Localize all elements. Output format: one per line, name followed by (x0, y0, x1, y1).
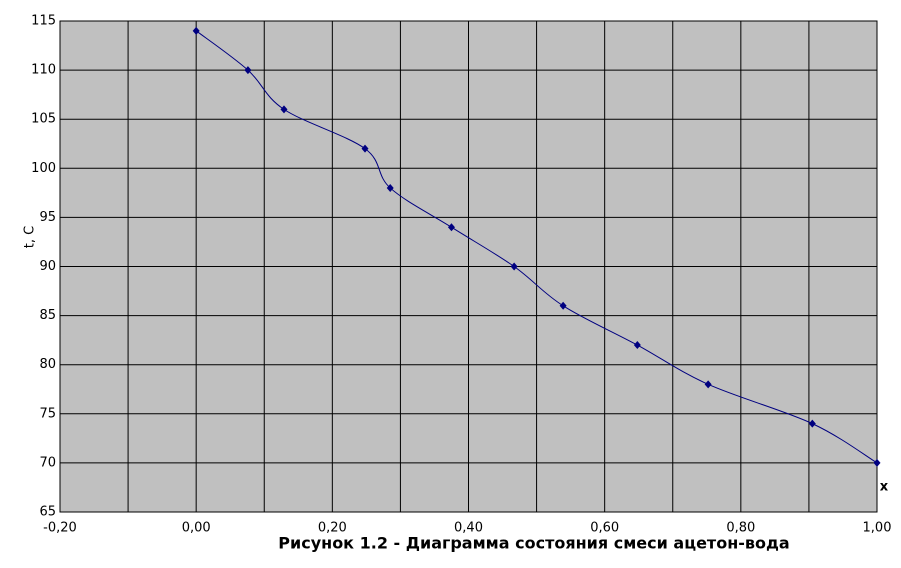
x-tick-label: 0,40 (454, 521, 483, 536)
data-point (192, 26, 200, 35)
data-point (808, 419, 816, 428)
data-point (510, 262, 518, 271)
data-point (873, 458, 881, 467)
x-tick-label: 0,00 (182, 521, 211, 536)
y-tick-label: 105 (31, 112, 56, 127)
y-tick-label: 70 (39, 455, 56, 470)
x-tick-label: -0,20 (43, 521, 77, 536)
x-tick-label: 0,80 (726, 521, 755, 536)
y-tick-label: 100 (31, 161, 56, 176)
y-tick-label: 90 (39, 259, 56, 274)
y-tick-label: 75 (39, 406, 56, 421)
data-point (559, 301, 567, 310)
data-point (447, 223, 455, 232)
y-tick-label: 115 (31, 14, 56, 29)
x-tick-label: 0,60 (590, 521, 619, 536)
data-point (386, 183, 394, 192)
data-point (280, 105, 288, 114)
y-tick-label: 95 (39, 210, 56, 225)
y-axis-label: t, C (23, 226, 38, 248)
x-axis-label: x (880, 480, 889, 495)
y-tick-label: 110 (31, 63, 56, 78)
data-point (704, 380, 712, 389)
x-tick-label: 0,20 (318, 521, 347, 536)
data-point (361, 144, 369, 153)
data-point (633, 341, 641, 350)
y-tick-label: 80 (39, 357, 56, 372)
y-tick-label: 65 (39, 505, 56, 520)
chart-title: Рисунок 1.2 - Диаграмма состояния смеси … (278, 534, 789, 553)
y-tick-label: 85 (39, 308, 56, 323)
data-point (244, 66, 252, 75)
x-tick-label: 1,00 (863, 521, 892, 536)
